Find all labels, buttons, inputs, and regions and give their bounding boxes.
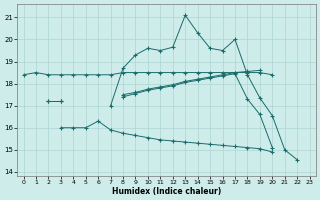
X-axis label: Humidex (Indice chaleur): Humidex (Indice chaleur) bbox=[112, 187, 221, 196]
